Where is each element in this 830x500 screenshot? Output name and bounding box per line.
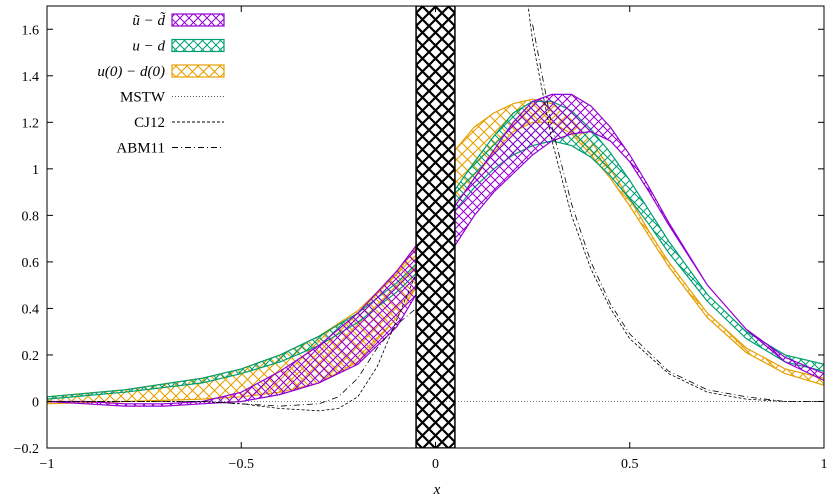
ticks-layer	[46, 6, 825, 449]
y-tick-label: 0.2	[22, 349, 40, 364]
legend-entry-abm11: ABM11	[116, 141, 224, 157]
legend-key-swatch	[171, 38, 225, 53]
y-tick-label: 0	[32, 395, 39, 410]
legend-entry-d: ũ − d̃	[132, 12, 225, 29]
legend-entry-cj12: CJ12	[134, 115, 224, 131]
band-d-segment-2	[454, 93, 824, 382]
legend-entry-u-0-d-0: u(0) − d(0)	[97, 64, 225, 80]
legend-key-swatch	[171, 13, 225, 27]
legend-label: u − d	[132, 39, 165, 55]
x-axis-label: x	[433, 482, 441, 498]
legend-label: ABM11	[116, 141, 165, 157]
line-cj12-segment-1	[47, 273, 417, 412]
lines-layer	[47, 6, 824, 412]
y-tick-label: 1.2	[22, 116, 40, 131]
excluded-region-band	[415, 6, 456, 448]
legend-label: MSTW	[120, 90, 166, 106]
legend-label: ũ − d̃	[132, 12, 165, 29]
legend-entry-u-d: u − d	[132, 38, 225, 55]
line-abm11-segment-2	[532, 24, 824, 402]
x-tick-label: 0	[432, 457, 439, 472]
y-tick-label: −0.2	[14, 442, 39, 457]
y-tick-label: 1.6	[22, 23, 40, 38]
y-tick-label: 0.6	[22, 256, 40, 271]
line-cj12-segment-2	[527, 6, 824, 402]
x-tick-label: 0.5	[621, 457, 639, 472]
x-tick-label: −1	[40, 457, 55, 472]
y-tick-label: 1	[32, 163, 39, 178]
legend: ũ − d̃ u − d u(0) − d(0) MSTW CJ12 ABM11	[97, 12, 225, 157]
tick-labels-layer: −1 −0.5 0 0.5 1 −0.2 0 0.2 0.4 0.6 0.8 1 1.2 1.4 1.6	[14, 23, 828, 472]
line-abm11-segment-1	[47, 308, 417, 407]
y-tick-label: 0.8	[22, 209, 40, 224]
exclusion-layer	[415, 6, 456, 448]
legend-label: u(0) − d(0)	[97, 64, 165, 80]
y-tick-label: 0.4	[22, 302, 40, 317]
plot-area	[47, 6, 824, 448]
x-tick-label: −0.5	[229, 457, 254, 472]
legend-label: CJ12	[134, 115, 165, 131]
legend-entry-mstw: MSTW	[120, 90, 224, 106]
y-tick-label: 1.4	[22, 70, 40, 85]
x-tick-label: 1	[821, 457, 828, 472]
legend-key-swatch	[171, 64, 225, 78]
